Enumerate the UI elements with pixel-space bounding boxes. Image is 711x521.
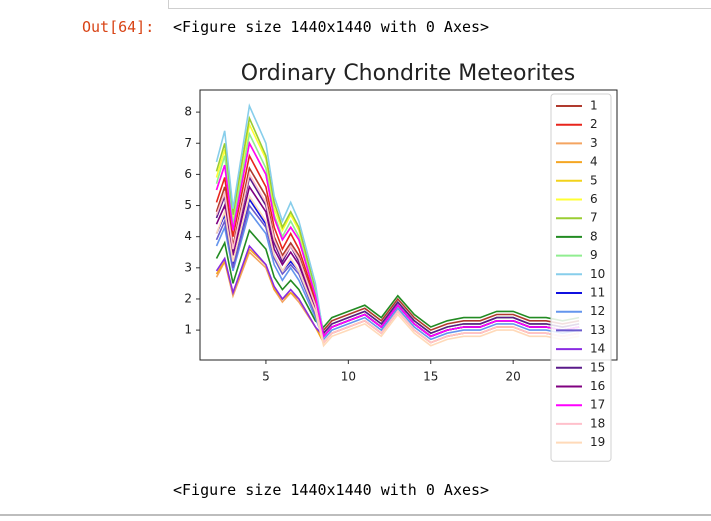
plot-frame bbox=[199, 89, 618, 361]
legend-label: 14 bbox=[590, 342, 605, 356]
legend-label: 10 bbox=[590, 267, 605, 281]
legend-box bbox=[550, 93, 612, 462]
legend-label: 16 bbox=[590, 379, 605, 393]
legend-label: 17 bbox=[590, 398, 605, 412]
chart-title: Ordinary Chondrite Meteorites bbox=[241, 61, 575, 86]
legend-label: 4 bbox=[590, 155, 598, 169]
legend-label: 2 bbox=[590, 117, 598, 131]
legend-label: 11 bbox=[590, 286, 605, 300]
legend-label: 19 bbox=[590, 435, 605, 449]
output-text: <Figure size 1440x1440 with 0 Axes> bbox=[173, 481, 490, 499]
legend-label: 5 bbox=[590, 173, 598, 187]
output-text: <Figure size 1440x1440 with 0 Axes> bbox=[173, 18, 490, 36]
legend-label: 8 bbox=[590, 229, 598, 243]
code-cell-edge bbox=[168, 0, 711, 9]
x-tick-label: 20 bbox=[506, 370, 521, 384]
y-tick-label: 4 bbox=[184, 229, 192, 243]
series-line bbox=[215, 166, 580, 332]
legend-label: 13 bbox=[590, 323, 605, 337]
legend-label: 7 bbox=[590, 211, 598, 225]
cell-separator bbox=[0, 514, 711, 516]
y-tick-label: 7 bbox=[184, 136, 192, 150]
x-tick-label: 15 bbox=[423, 370, 438, 384]
legend-label: 3 bbox=[590, 136, 598, 150]
x-tick-label: 5 bbox=[262, 370, 270, 384]
legend-label: 6 bbox=[590, 192, 598, 206]
y-tick-label: 6 bbox=[184, 167, 192, 181]
x-tick-label: 10 bbox=[341, 370, 356, 384]
series-line bbox=[215, 228, 580, 329]
y-tick-label: 5 bbox=[184, 198, 192, 212]
series-line bbox=[215, 210, 580, 341]
y-tick-label: 3 bbox=[184, 260, 192, 274]
series-line bbox=[215, 140, 580, 339]
legend-label: 15 bbox=[590, 360, 605, 374]
series-line bbox=[215, 172, 580, 345]
legend-label: 9 bbox=[590, 248, 598, 262]
output-prompt: Out[64]: bbox=[82, 18, 155, 36]
legend-label: 1 bbox=[590, 99, 598, 113]
y-tick-label: 1 bbox=[184, 323, 192, 337]
y-tick-label: 8 bbox=[184, 105, 192, 119]
legend-label: 18 bbox=[590, 416, 605, 430]
legend-label: 12 bbox=[590, 304, 605, 318]
y-tick-label: 2 bbox=[184, 291, 192, 305]
series-line bbox=[215, 194, 580, 348]
